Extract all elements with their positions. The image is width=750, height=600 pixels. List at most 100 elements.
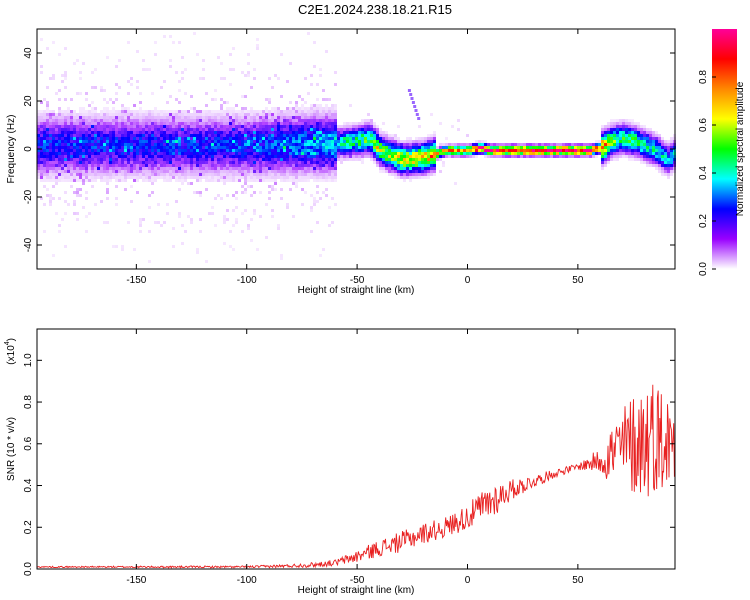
heat-cell — [181, 164, 184, 167]
heat-cell — [61, 155, 64, 158]
heat-cell — [139, 224, 142, 227]
heat-cell — [412, 155, 415, 158]
heat-cell — [646, 161, 649, 164]
heat-cell — [217, 158, 220, 161]
heat-cell — [250, 179, 253, 182]
heat-cell — [256, 248, 259, 251]
heat-cell — [439, 146, 442, 149]
heat-cell — [658, 140, 661, 143]
heat-cell — [61, 74, 64, 77]
heat-cell — [547, 146, 550, 149]
heat-cell — [373, 158, 376, 161]
heat-cell — [334, 173, 337, 176]
heat-cell — [139, 110, 142, 113]
heat-cell — [574, 155, 577, 158]
heat-cell — [202, 152, 205, 155]
heat-cell — [310, 125, 313, 128]
heat-cell — [247, 140, 250, 143]
heat-cell — [646, 158, 649, 161]
heat-cell — [46, 86, 49, 89]
heat-cell — [307, 107, 310, 110]
heat-cell — [310, 194, 313, 197]
heat-cell — [109, 128, 112, 131]
heat-cell — [307, 176, 310, 179]
heat-cell — [187, 140, 190, 143]
heat-cell — [343, 137, 346, 140]
x-tick-label: -100 — [237, 275, 257, 286]
heat-cell — [367, 149, 370, 152]
heat-cell — [157, 161, 160, 164]
heat-cell — [52, 161, 55, 164]
heat-cell — [418, 158, 421, 161]
heat-cell — [112, 140, 115, 143]
heat-cell — [232, 155, 235, 158]
heat-cell — [49, 122, 52, 125]
heat-cell — [427, 167, 430, 170]
heat-cell — [238, 128, 241, 131]
heat-cell — [175, 149, 178, 152]
heat-cell — [220, 170, 223, 173]
heat-cell — [130, 83, 133, 86]
heat-cell — [190, 128, 193, 131]
heat-cell — [394, 137, 397, 140]
heat-cell — [115, 164, 118, 167]
heat-cell — [388, 140, 391, 143]
heat-cell — [280, 131, 283, 134]
heat-cell — [244, 143, 247, 146]
heat-cell — [172, 245, 175, 248]
heat-cell — [634, 146, 637, 149]
heat-cell — [82, 164, 85, 167]
heat-cell — [142, 122, 145, 125]
heat-cell — [274, 137, 277, 140]
heat-cell — [55, 167, 58, 170]
heat-cell — [151, 122, 154, 125]
heat-cell — [301, 143, 304, 146]
heat-cell — [307, 122, 310, 125]
heat-cell — [418, 146, 421, 149]
heat-cell — [70, 116, 73, 119]
heat-cell — [190, 164, 193, 167]
heat-cell — [385, 161, 388, 164]
heat-cell — [73, 170, 76, 173]
heat-cell — [310, 104, 313, 107]
heat-cell — [43, 116, 46, 119]
heat-cell — [385, 164, 388, 167]
heat-cell — [208, 173, 211, 176]
heat-cell — [172, 122, 175, 125]
heat-cell — [121, 140, 124, 143]
heat-cell — [322, 158, 325, 161]
heat-cell — [487, 143, 490, 146]
heat-cell — [118, 143, 121, 146]
heat-cell — [151, 167, 154, 170]
heat-cell — [52, 185, 55, 188]
heat-cell — [91, 122, 94, 125]
heat-cell — [166, 134, 169, 137]
spectrogram-cells — [37, 32, 676, 263]
heat-cell — [139, 146, 142, 149]
heat-cell — [352, 125, 355, 128]
heat-cell — [157, 143, 160, 146]
heat-cell — [280, 179, 283, 182]
heat-cell — [460, 152, 463, 155]
heat-cell — [316, 134, 319, 137]
heat-cell — [298, 131, 301, 134]
heat-cell — [385, 143, 388, 146]
heat-cell — [58, 53, 61, 56]
heat-cell — [79, 125, 82, 128]
heat-cell — [166, 146, 169, 149]
heat-cell — [220, 116, 223, 119]
heat-cell — [292, 143, 295, 146]
heat-cell — [52, 131, 55, 134]
heat-cell — [277, 227, 280, 230]
heat-cell — [394, 146, 397, 149]
heat-cell — [244, 125, 247, 128]
heat-cell — [118, 149, 121, 152]
heat-cell — [322, 128, 325, 131]
heat-cell — [649, 140, 652, 143]
heat-cell — [193, 176, 196, 179]
heat-cell — [100, 116, 103, 119]
heat-cell — [502, 146, 505, 149]
heat-cell — [73, 128, 76, 131]
heat-cell — [304, 128, 307, 131]
heat-cell — [55, 116, 58, 119]
